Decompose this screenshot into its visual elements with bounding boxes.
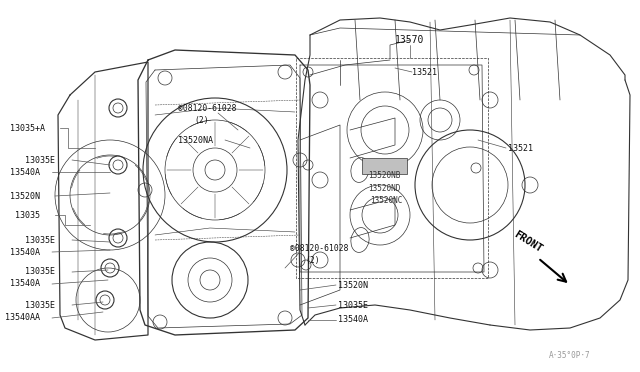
Text: 13035+A: 13035+A [10,124,45,132]
Text: 13520N: 13520N [10,192,40,201]
Text: 13540A: 13540A [10,167,40,176]
Text: 13520ND: 13520ND [368,183,401,192]
Text: 13540AA: 13540AA [5,314,40,323]
Text: 13035E: 13035E [25,301,55,310]
Text: ®08120-61028: ®08120-61028 [178,103,237,112]
Text: 13540A: 13540A [10,279,40,289]
Text: 13570: 13570 [396,35,425,45]
Text: 13520NC: 13520NC [370,196,403,205]
Text: 13540A: 13540A [10,247,40,257]
Text: (2): (2) [305,256,319,264]
Text: 13521: 13521 [412,67,437,77]
Text: 13521: 13521 [508,144,533,153]
Text: 13520N: 13520N [338,280,368,289]
Text: A·35°0P·7: A·35°0P·7 [548,351,590,360]
Text: (2): (2) [194,115,209,125]
Text: 13520NA: 13520NA [178,135,213,144]
Text: 13035: 13035 [15,211,40,219]
Text: FRONT: FRONT [512,229,544,254]
Text: 13035E: 13035E [25,267,55,276]
Text: ®08120-61028: ®08120-61028 [290,244,349,253]
FancyBboxPatch shape [362,158,407,174]
Text: 13035E: 13035E [25,235,55,244]
Text: 13520NB: 13520NB [368,170,401,180]
Text: 13540A: 13540A [338,315,368,324]
Text: 13035E: 13035E [25,155,55,164]
Text: 13035E: 13035E [338,301,368,310]
